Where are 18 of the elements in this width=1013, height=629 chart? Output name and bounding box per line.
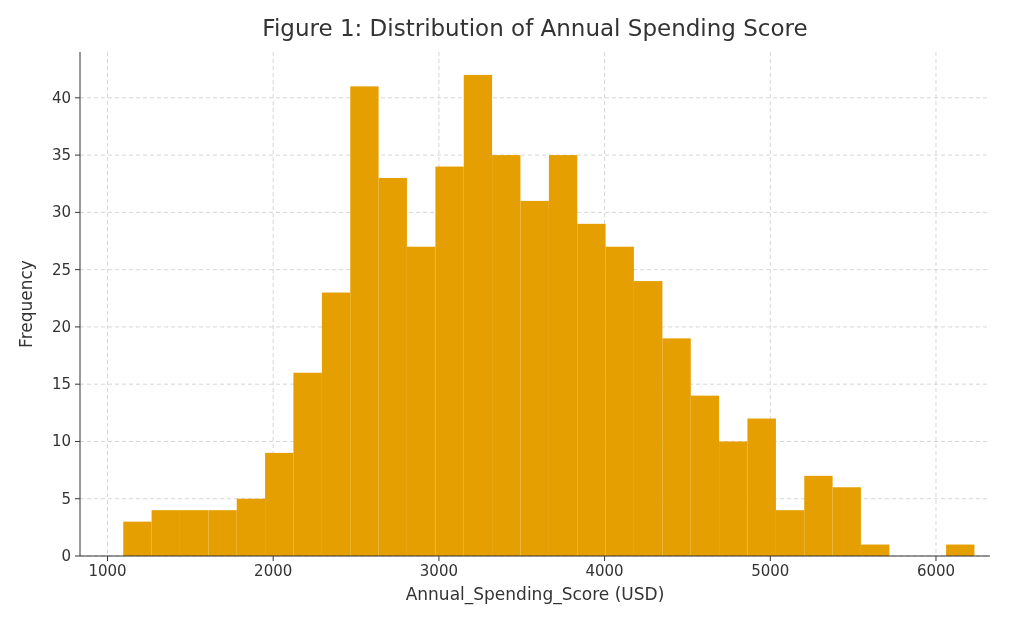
- x-tick-label: 2000: [254, 562, 293, 580]
- y-tick-label: 40: [51, 88, 71, 107]
- y-tick-label: 10: [51, 432, 71, 451]
- y-tick-label: 15: [51, 375, 71, 394]
- y-tick-label: 30: [51, 203, 71, 222]
- x-tick-label: 5000: [751, 562, 790, 580]
- y-tick-label: 35: [51, 146, 71, 165]
- x-tick-label: 4000: [585, 562, 624, 580]
- y-tick-label: 5: [61, 489, 71, 508]
- x-tick-label: 3000: [419, 562, 458, 580]
- y-tick-label: 20: [51, 317, 71, 336]
- y-axis-title: Frequency: [16, 260, 36, 348]
- chart-title: Figure 1: Distribution of Annual Spending Score: [262, 15, 808, 41]
- x-tick-label: 6000: [916, 562, 956, 580]
- y-tick-label: 25: [51, 260, 71, 279]
- x-tick-label: 1000: [88, 562, 127, 580]
- y-tick-label: 0: [61, 547, 71, 565]
- x-axis-title: Annual_Spending_Score (USD): [405, 584, 665, 605]
